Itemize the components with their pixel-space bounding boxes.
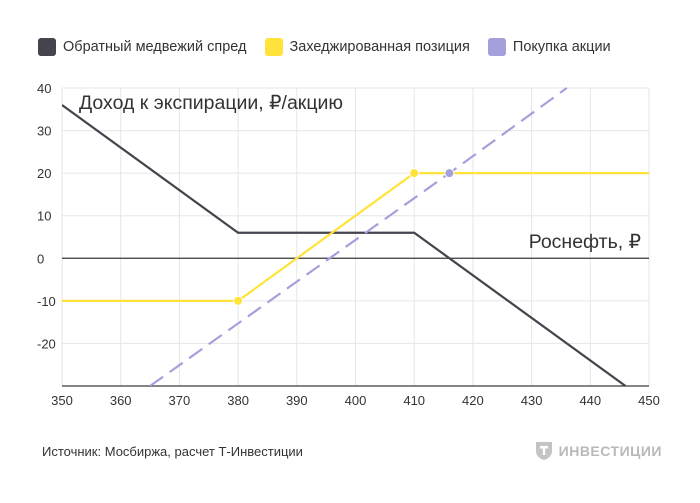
y-tick-label: 20 xyxy=(37,166,51,181)
y-tick-label: -20 xyxy=(37,336,56,351)
y-tick-label: -10 xyxy=(37,294,56,309)
x-tick-label: 360 xyxy=(110,393,132,408)
legend-item: Обратный медвежий спред xyxy=(38,38,247,56)
legend-swatch xyxy=(487,38,506,56)
y-tick-label: 30 xyxy=(37,124,51,139)
x-tick-label: 440 xyxy=(579,393,601,408)
y-tick-label: 10 xyxy=(37,209,51,224)
brand-logo: ИНВЕСТИЦИИ xyxy=(535,441,662,461)
legend-label: Захеджированная позиция xyxy=(289,39,470,55)
series-line-1 xyxy=(62,172,649,302)
x-tick-label: 380 xyxy=(227,393,249,408)
x-tick-label: 370 xyxy=(169,393,191,408)
source-note: Источник: Мосбиржа, расчет Т-Инвестиции xyxy=(42,444,303,459)
series-marker-1 xyxy=(233,295,244,306)
shield-icon xyxy=(535,442,552,460)
series-group xyxy=(62,87,649,386)
chart: 350 360 370 380 390 400 410 420 430 440 450 40 30 20 1… xyxy=(37,81,660,408)
x-tick-label: 430 xyxy=(521,393,543,408)
legend-swatch xyxy=(264,38,283,56)
series-line-2 xyxy=(149,87,568,386)
series-marker-1 xyxy=(409,168,420,179)
x-tick-label: 350 xyxy=(51,393,73,408)
legend-item: Захеджированная позиция xyxy=(264,38,470,56)
x-tick-label: 450 xyxy=(638,393,660,408)
x-tick-label: 400 xyxy=(345,393,367,408)
legend-item: Покупка акции xyxy=(487,38,611,56)
legend-swatch xyxy=(38,38,56,56)
y-axis-title: Доход к экспирации, ₽/акцию xyxy=(79,92,343,114)
series-line-0 xyxy=(62,104,627,386)
x-axis-title: Роснефть, ₽ xyxy=(529,231,642,253)
y-tick-label: 40 xyxy=(37,81,51,96)
legend: Обратный медвежий спред Захеджированная п… xyxy=(38,38,611,56)
series-marker-2 xyxy=(444,168,455,179)
legend-label: Покупка акции xyxy=(512,39,611,55)
logo-text: ИНВЕСТИЦИИ xyxy=(558,443,662,459)
x-tick-label: 410 xyxy=(403,393,425,408)
y-tick-label: 0 xyxy=(37,251,44,266)
x-tick-label: 390 xyxy=(286,393,308,408)
x-tick-label: 420 xyxy=(462,393,484,408)
legend-label: Обратный медвежий спред xyxy=(63,39,247,55)
